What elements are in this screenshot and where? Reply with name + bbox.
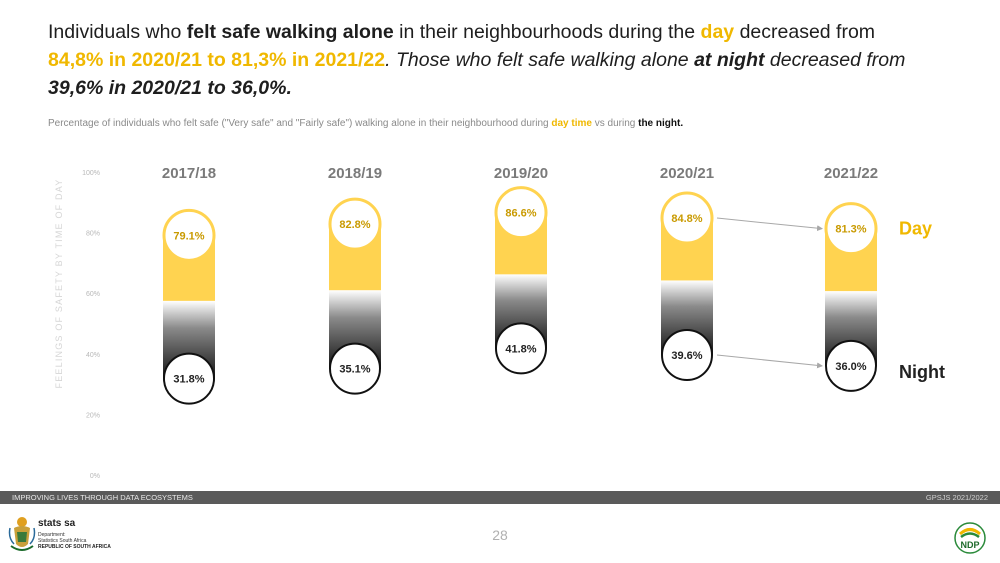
page-number: 28 <box>0 527 1000 543</box>
category-label: 2021/22 <box>824 165 878 182</box>
ndp-logo-text: NDP <box>960 540 979 550</box>
day-value-label: 82.8% <box>339 219 370 231</box>
coat-of-arms-icon <box>8 514 36 556</box>
category-label: 2019/20 <box>494 165 548 182</box>
footer-bar: IMPROVING LIVES THROUGH DATA ECOSYSTEMS … <box>0 491 1000 504</box>
night-value-label: 39.6% <box>671 350 702 362</box>
day-value-label: 79.1% <box>173 230 204 242</box>
y-tick-label: 40% <box>86 352 100 359</box>
y-tick-label: 0% <box>90 473 100 480</box>
stats-sa-logo: stats sa Department: Statistics South Af… <box>8 514 138 558</box>
y-tick-label: 80% <box>86 231 100 238</box>
y-tick-label: 100% <box>82 170 100 177</box>
category-label: 2018/19 <box>328 165 382 182</box>
night-value-label: 31.8% <box>173 374 204 386</box>
footer-report-id: GPSJS 2021/2022 <box>926 491 988 504</box>
y-axis-title: FEELINGS OF SAFETY BY TIME OF DAY <box>54 179 64 389</box>
day-value-label: 86.6% <box>505 208 536 220</box>
day-value-label: 81.3% <box>835 224 866 236</box>
trend-arrow-night <box>717 355 822 366</box>
night-value-label: 35.1% <box>339 364 370 376</box>
legend-night: Night <box>899 362 945 382</box>
y-tick-label: 60% <box>86 291 100 298</box>
ndp-logo-icon: NDP <box>954 522 986 554</box>
category-label: 2020/21 <box>660 165 714 182</box>
legend-day: Day <box>899 219 932 239</box>
day-value-label: 84.8% <box>671 213 702 225</box>
safety-chart: FEELINGS OF SAFETY BY TIME OF DAY 100% 80%… <box>0 0 1000 490</box>
category-label: 2017/18 <box>162 165 216 182</box>
night-value-label: 41.8% <box>505 343 536 355</box>
night-value-label: 36.0% <box>835 361 866 373</box>
y-tick-label: 20% <box>86 412 100 419</box>
org-republic: REPUBLIC OF SOUTH AFRICA <box>38 544 111 550</box>
trend-arrow-day <box>717 218 822 229</box>
footer-tagline: IMPROVING LIVES THROUGH DATA ECOSYSTEMS <box>12 491 193 504</box>
org-name: stats sa <box>38 518 75 529</box>
